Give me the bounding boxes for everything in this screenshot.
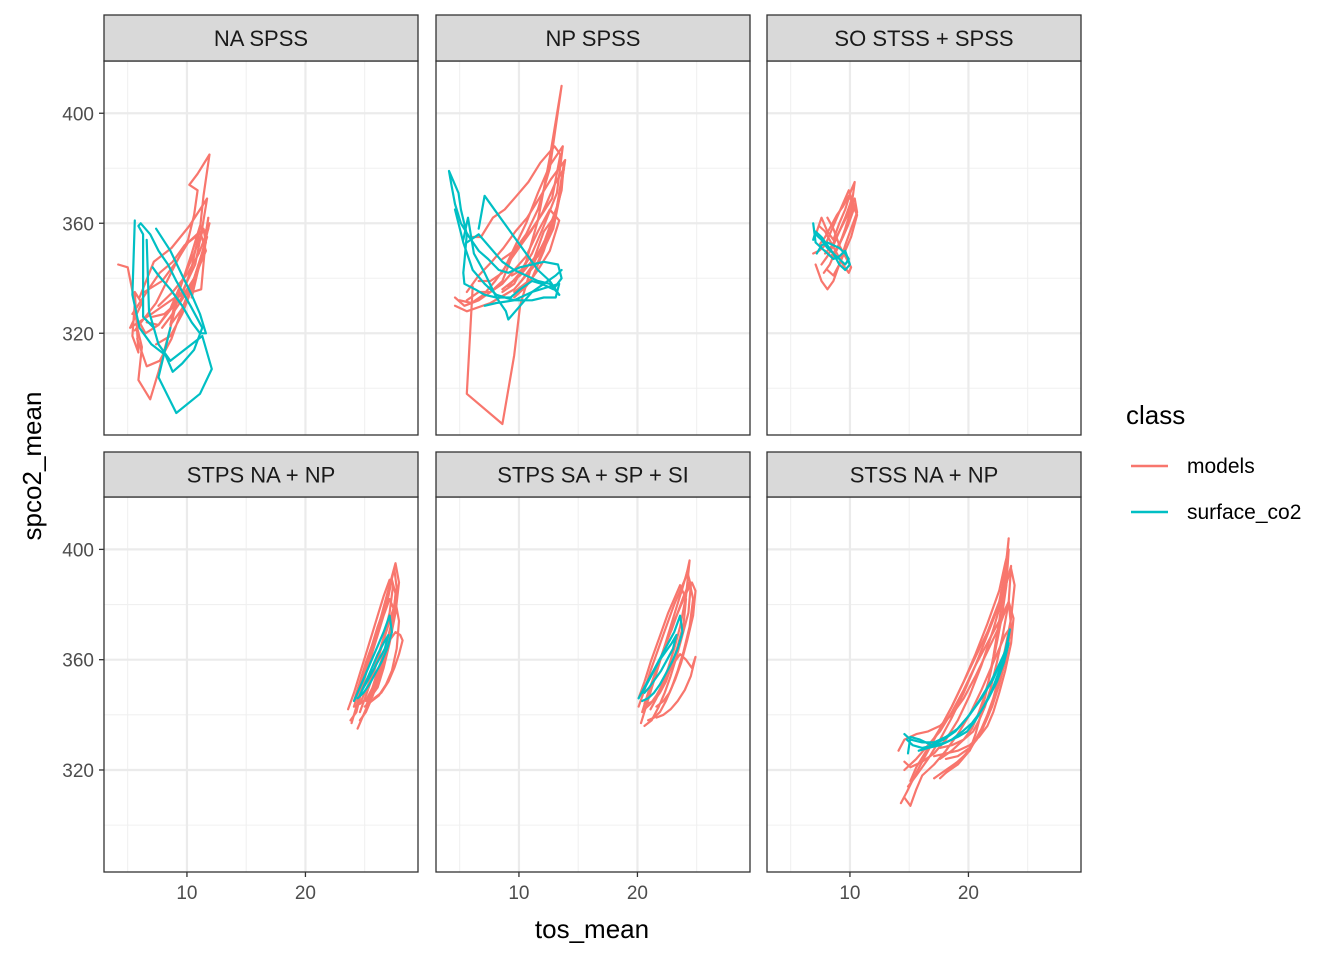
panel-background: [436, 61, 750, 435]
facet-strip-label: NA SPSS: [214, 26, 308, 51]
series-line-surface_co2: [465, 233, 561, 296]
series-line-models: [453, 208, 561, 307]
y-tick-label: 320: [62, 324, 94, 345]
panel-background: [767, 61, 1081, 435]
facet-strip: [435, 451, 751, 498]
facet-strip-label: SO STSS + SPSS: [834, 26, 1013, 51]
facet-strip: [435, 14, 751, 62]
facet-strip-label: STSS NA + NP: [850, 463, 999, 488]
series-line-models: [903, 564, 1013, 769]
panel-background: [104, 61, 418, 435]
facet-strip-label: NP SPSS: [546, 26, 641, 51]
series-line-models: [903, 600, 1015, 772]
x-tick-label: 10: [508, 883, 529, 904]
y-tick-label: 360: [62, 651, 94, 672]
series-line-models: [649, 653, 697, 719]
x-tick-label: 10: [176, 883, 197, 904]
facet-strip-label: STPS SA + SP + SI: [497, 463, 689, 488]
panel-background: [767, 497, 1081, 872]
series-line-surface_co2: [641, 633, 678, 694]
y-tick-label: 400: [62, 540, 94, 561]
series-line-models: [903, 625, 1013, 807]
series-line-models: [637, 584, 688, 705]
y-tick-label: 320: [62, 761, 94, 782]
series-line-surface_co2: [906, 642, 1010, 755]
panel-background: [436, 497, 750, 872]
y-tick-label: 360: [62, 214, 94, 235]
series-line-models: [458, 167, 566, 305]
series-line-surface_co2: [477, 194, 561, 296]
x-tick-label: 20: [627, 883, 648, 904]
x-tick-label: 20: [958, 883, 979, 904]
series-line-surface_co2: [131, 219, 204, 373]
series-line-models: [352, 562, 401, 708]
legend-title: class: [1126, 400, 1185, 430]
legend-label-models: models: [1187, 455, 1255, 478]
series-line-surface_co2: [151, 227, 207, 335]
series-line-surface_co2: [358, 633, 390, 697]
series-line-models: [145, 227, 207, 329]
facet-strip: [103, 14, 419, 62]
y-axis-title: spco2_mean: [17, 392, 47, 541]
series-line-surface_co2: [453, 208, 561, 307]
series-line-surface_co2: [352, 614, 393, 703]
y-tick-label: 400: [62, 104, 94, 125]
series-line-models: [818, 216, 853, 274]
series-line-surface_co2: [812, 222, 851, 272]
facet-strip: [766, 451, 1082, 498]
series-line-models: [136, 216, 210, 368]
series-line-models: [465, 161, 566, 426]
x-axis-title: tos_mean: [535, 914, 649, 944]
series-line-surface_co2: [814, 233, 850, 266]
series-line-models: [818, 194, 856, 258]
series-line-models: [133, 153, 211, 332]
x-tick-label: 10: [839, 883, 860, 904]
series-line-surface_co2: [145, 238, 213, 415]
legend-label-surface_co2: surface_co2: [1187, 501, 1301, 524]
facet-strip-label: STPS NA + NP: [187, 463, 336, 488]
x-tick-label: 20: [295, 883, 316, 904]
facet-strip: [103, 451, 419, 498]
facet-strip: [766, 14, 1082, 62]
